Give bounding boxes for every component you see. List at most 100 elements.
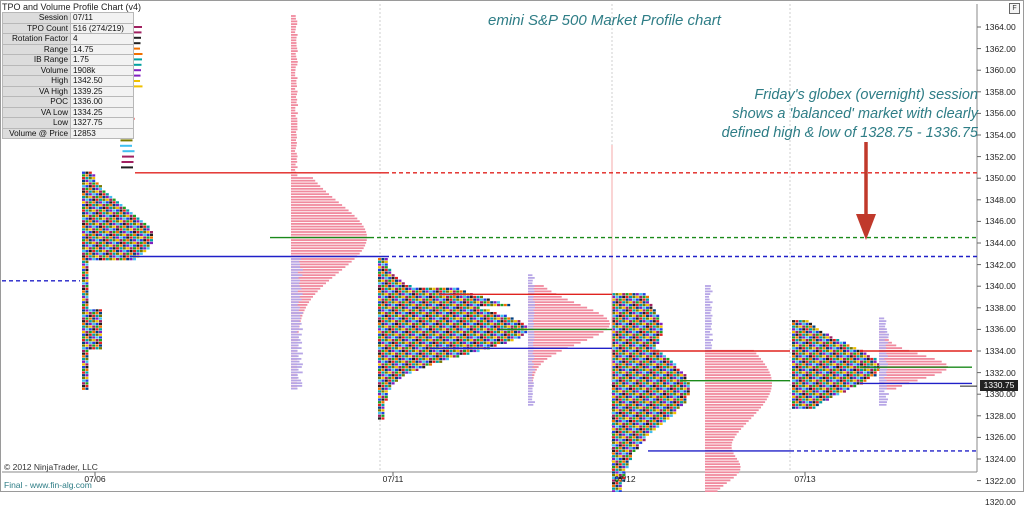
tpo-cell [812, 355, 815, 357]
tpo-cell [453, 353, 456, 355]
volume-bar [291, 80, 296, 82]
tpo-cell [439, 326, 442, 328]
tpo-cell [378, 393, 381, 395]
tpo-cell [521, 326, 524, 328]
volume-bar [291, 312, 303, 314]
tpo-cell [632, 326, 635, 328]
tpo-cell [378, 261, 381, 263]
tpo-cell [843, 371, 846, 373]
tpo-cell [792, 353, 795, 355]
tpo-cell [432, 323, 435, 325]
volume-bar [705, 361, 763, 363]
tpo-cell [850, 353, 853, 355]
stats-label: Low [3, 118, 71, 129]
tpo-cell [436, 320, 439, 322]
tpo-cell [85, 309, 88, 311]
tpo-cell [385, 315, 388, 317]
tpo-cell [398, 374, 401, 376]
tpo-cell [643, 317, 646, 319]
float-button[interactable]: F [1009, 3, 1020, 14]
tpo-cell [792, 393, 795, 395]
tpo-cell [632, 444, 635, 446]
tpo-cell [629, 444, 632, 446]
tpo-cell [436, 361, 439, 363]
tpo-cell [92, 185, 95, 187]
tpo-cell [809, 326, 812, 328]
tpo-cell [632, 371, 635, 373]
tpo-cell [653, 344, 656, 346]
tpo-cell [622, 404, 625, 406]
tpo-cell [643, 390, 646, 392]
tpo-cell [639, 326, 642, 328]
tpo-cell [392, 344, 395, 346]
tpo-cell [632, 342, 635, 344]
volume-bar [528, 339, 587, 341]
tpo-cell [673, 385, 676, 387]
stats-row: VA High 1339.25 [3, 86, 134, 97]
tpo-cell [826, 377, 829, 379]
tpo-cell [122, 161, 134, 163]
tpo-cell [402, 328, 405, 330]
volume-bar [291, 261, 299, 263]
tpo-cell [388, 358, 391, 360]
tpo-cell [409, 312, 412, 314]
tpo-cell [615, 428, 618, 430]
tpo-cell [89, 182, 92, 184]
tpo-cell [409, 290, 412, 292]
tpo-cell [629, 366, 632, 368]
tpo-cell [826, 334, 829, 336]
tpo-cell [646, 361, 649, 363]
tpo-cell [123, 255, 126, 257]
tpo-cell [663, 407, 666, 409]
tpo-cell [666, 377, 669, 379]
tpo-cell [619, 385, 622, 387]
tpo-cell [96, 342, 99, 344]
tpo-cell [677, 388, 680, 390]
tpo-cell [809, 350, 812, 352]
tpo-cell [385, 293, 388, 295]
tpo-cell [412, 350, 415, 352]
tpo-cell [419, 353, 422, 355]
tpo-cell [398, 371, 401, 373]
tpo-cell [795, 377, 798, 379]
tpo-cell [646, 420, 649, 422]
volume-bar [705, 412, 756, 414]
tpo-cell [82, 371, 85, 373]
volume-bar [291, 350, 298, 352]
tpo-cell [378, 331, 381, 333]
tpo-cell [622, 420, 625, 422]
tpo-cell [85, 361, 88, 363]
tpo-cell [381, 361, 384, 363]
tpo-cell [89, 323, 92, 325]
tpo-cell [653, 371, 656, 373]
tpo-cell [619, 339, 622, 341]
tpo-cell [636, 417, 639, 419]
tpo-cell [419, 317, 422, 319]
tpo-cell [853, 355, 856, 357]
tpo-cell [82, 344, 85, 346]
tpo-cell [388, 353, 391, 355]
tpo-cell [395, 277, 398, 279]
tpo-cell [480, 320, 483, 322]
tpo-cell [99, 212, 102, 214]
tpo-cell [819, 361, 822, 363]
tpo-cell [82, 266, 85, 268]
tpo-cell [456, 304, 459, 306]
tpo-cell [819, 358, 822, 360]
tpo-cell [656, 317, 659, 319]
tpo-cell [85, 344, 88, 346]
tpo-cell [92, 320, 95, 322]
tpo-cell [649, 363, 652, 365]
tpo-cell [626, 431, 629, 433]
tpo-cell [639, 301, 642, 303]
tpo-cell [126, 226, 129, 228]
volume-bar [528, 336, 534, 338]
volume-bar [528, 299, 533, 301]
tpo-cell [850, 350, 853, 352]
tpo-cell [846, 361, 849, 363]
tpo-cell [867, 355, 870, 357]
tpo-cell [453, 301, 456, 303]
tpo-cell [422, 304, 425, 306]
tpo-cell [653, 361, 656, 363]
tpo-cell [619, 299, 622, 301]
